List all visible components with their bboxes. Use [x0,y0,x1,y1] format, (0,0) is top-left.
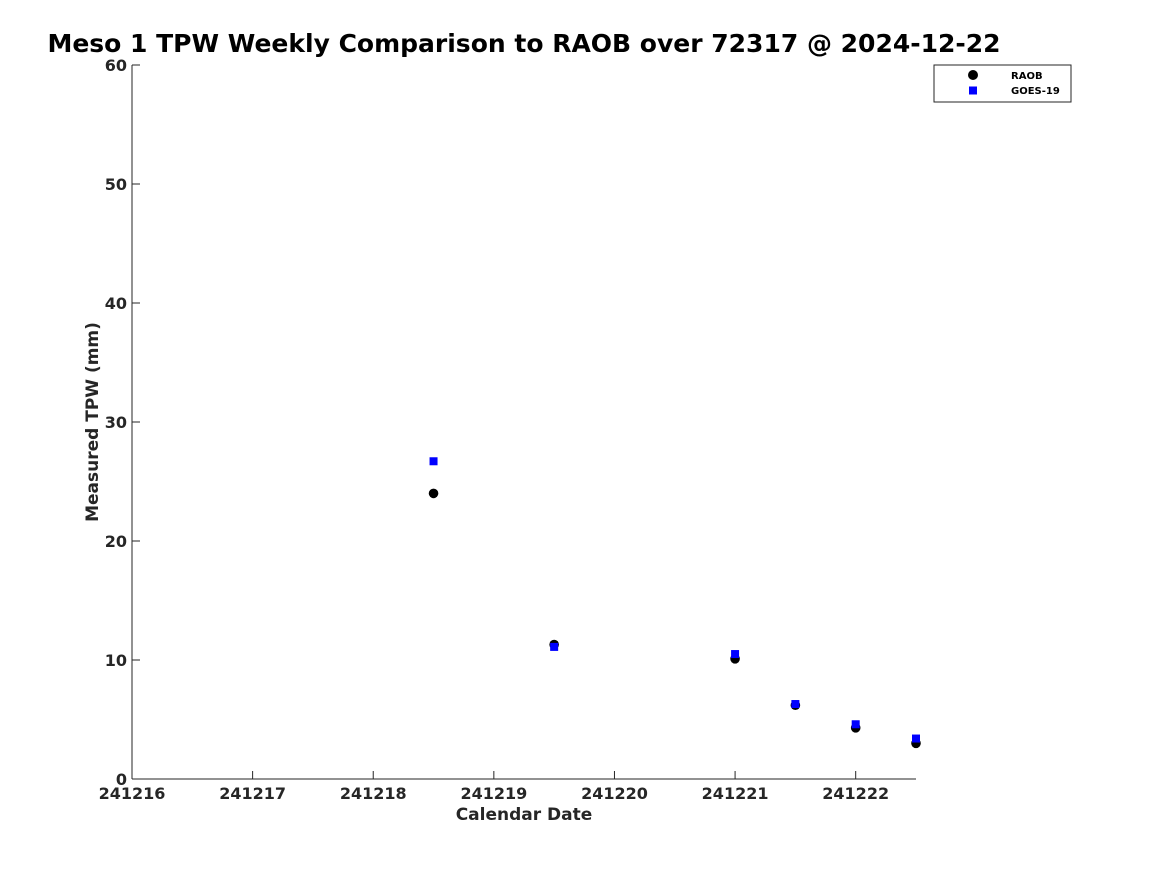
data-point-goes-19 [731,650,740,659]
x-tick-label: 241221 [702,784,769,803]
y-tick-label: 10 [105,651,127,670]
x-tick-label: 241220 [581,784,648,803]
data-point-goes-19 [550,642,559,651]
x-tick-label: 241217 [219,784,286,803]
y-tick-label: 40 [105,294,127,313]
legend-marker-goes-19 [969,86,977,95]
y-tick-label: 50 [105,175,127,194]
data-point-goes-19 [851,720,860,729]
x-tick-label: 241216 [99,784,166,803]
x-axis-ticks: 241216 241217 241218 241219 241220 241221 2412… [99,771,889,803]
x-tick-label: 241219 [460,784,527,803]
y-tick-label: 0 [116,770,127,789]
data-points [428,457,921,749]
legend-label-raob: RAOB [1011,71,1043,82]
x-axis-label: Calendar Date [456,805,593,825]
y-tick-label: 30 [105,413,127,432]
legend-marker-raob [968,70,978,80]
data-point-raob [428,488,439,499]
legend-label-goes-19: GOES-19 [1011,86,1060,97]
y-axis-label: Measured TPW (mm) [83,322,103,522]
x-tick-label: 241222 [822,784,889,803]
y-axis-ticks: 0 10 20 30 40 50 60 [105,56,140,789]
legend: RAOB GOES-19 [933,64,1072,103]
legend-box [933,64,1072,103]
y-tick-label: 20 [105,532,127,551]
y-tick-label: 60 [105,56,127,75]
data-point-goes-19 [429,457,438,466]
chart-title: Meso 1 TPW Weekly Comparison to RAOB ove… [47,29,1000,58]
data-point-goes-19 [791,700,800,709]
data-point-goes-19 [912,734,920,743]
x-tick-label: 241218 [340,784,407,803]
